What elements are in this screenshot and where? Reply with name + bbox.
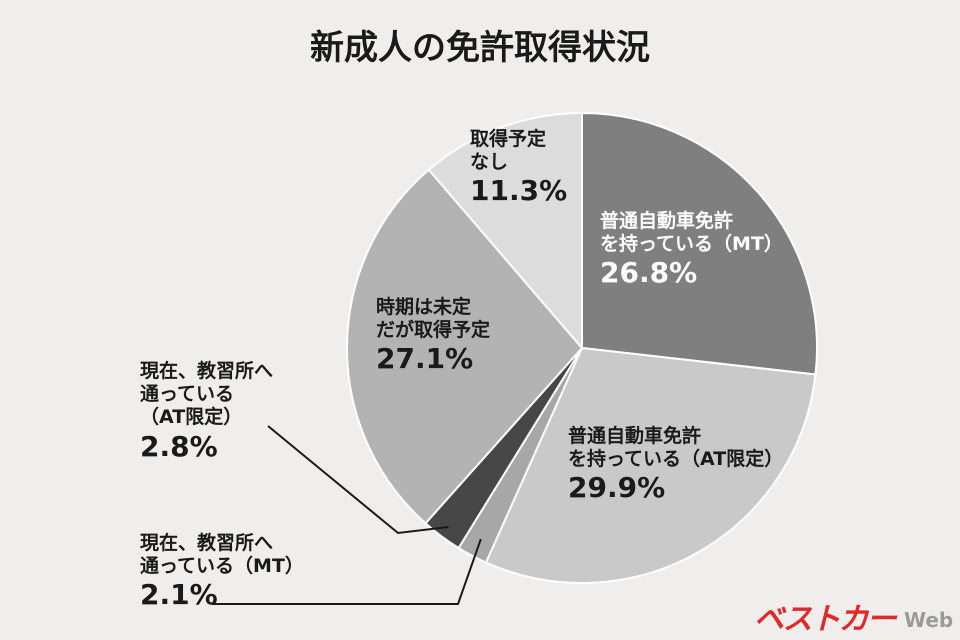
leader-line-school-at (267, 425, 449, 535)
slice-label-line: だが取得予定 (376, 319, 491, 342)
leader-line-school-mt (212, 538, 482, 605)
pie-slice-mt-license (581, 111, 818, 376)
slice-value-label: 2.8% (140, 429, 218, 463)
slice-label-planned-undecided: 時期は未定 だが取得予定 27.1% (376, 296, 490, 376)
slice-value-label: 11.3% (470, 174, 568, 208)
slice-label-line: を持っている（AT限定） (568, 448, 784, 471)
slice-label-at-license: 普通自動車免許 を持っている（AT限定） 29.9% (568, 425, 783, 505)
slice-label-line: 取得予定 (470, 128, 547, 150)
bestcar-web-logo: ベストカー Web (754, 594, 954, 637)
slice-value-label: 26.8% (600, 256, 698, 290)
slice-label-no-plan: 取得予定 なし 11.3% (470, 128, 567, 208)
pie-slice-at-license (484, 346, 817, 584)
slice-label-mt-license: 普通自動車免許 を持っている（MT） 26.8% (600, 210, 783, 290)
slice-value-label: 27.1% (376, 342, 474, 376)
pie-slice-planned-undecided (346, 168, 584, 525)
slice-label-line: 現在、教習所へ (140, 532, 274, 554)
slice-value-label: 29.9% (568, 471, 666, 505)
slice-label-school-mt: 現在、教習所へ 通っている（MT） 2.1% (140, 532, 304, 612)
slice-label-line: 通っている (140, 383, 235, 406)
slice-label-line: 普通自動車免許 (600, 210, 734, 232)
slice-label-line: 時期は未定 (376, 296, 472, 318)
slice-label-line: 普通自動車免許 (568, 425, 702, 447)
slice-label-line: （AT限定） (140, 406, 243, 429)
chart-title: 新成人の免許取得状況 (310, 28, 650, 68)
slice-value-label: 2.1% (140, 578, 218, 612)
slice-label-line: 現在、教習所へ (140, 360, 274, 382)
logo-suffix: Web (904, 608, 954, 632)
slice-label-school-at: 現在、教習所へ 通っている （AT限定） 2.8% (140, 360, 273, 463)
logo-mark: ベストカー (754, 602, 897, 637)
pie-slice-no-plan (427, 111, 583, 351)
slice-label-line: 通っている（MT） (140, 555, 304, 578)
slice-label-line: なし (470, 151, 509, 174)
slice-label-line: を持っている（MT） (600, 233, 783, 256)
